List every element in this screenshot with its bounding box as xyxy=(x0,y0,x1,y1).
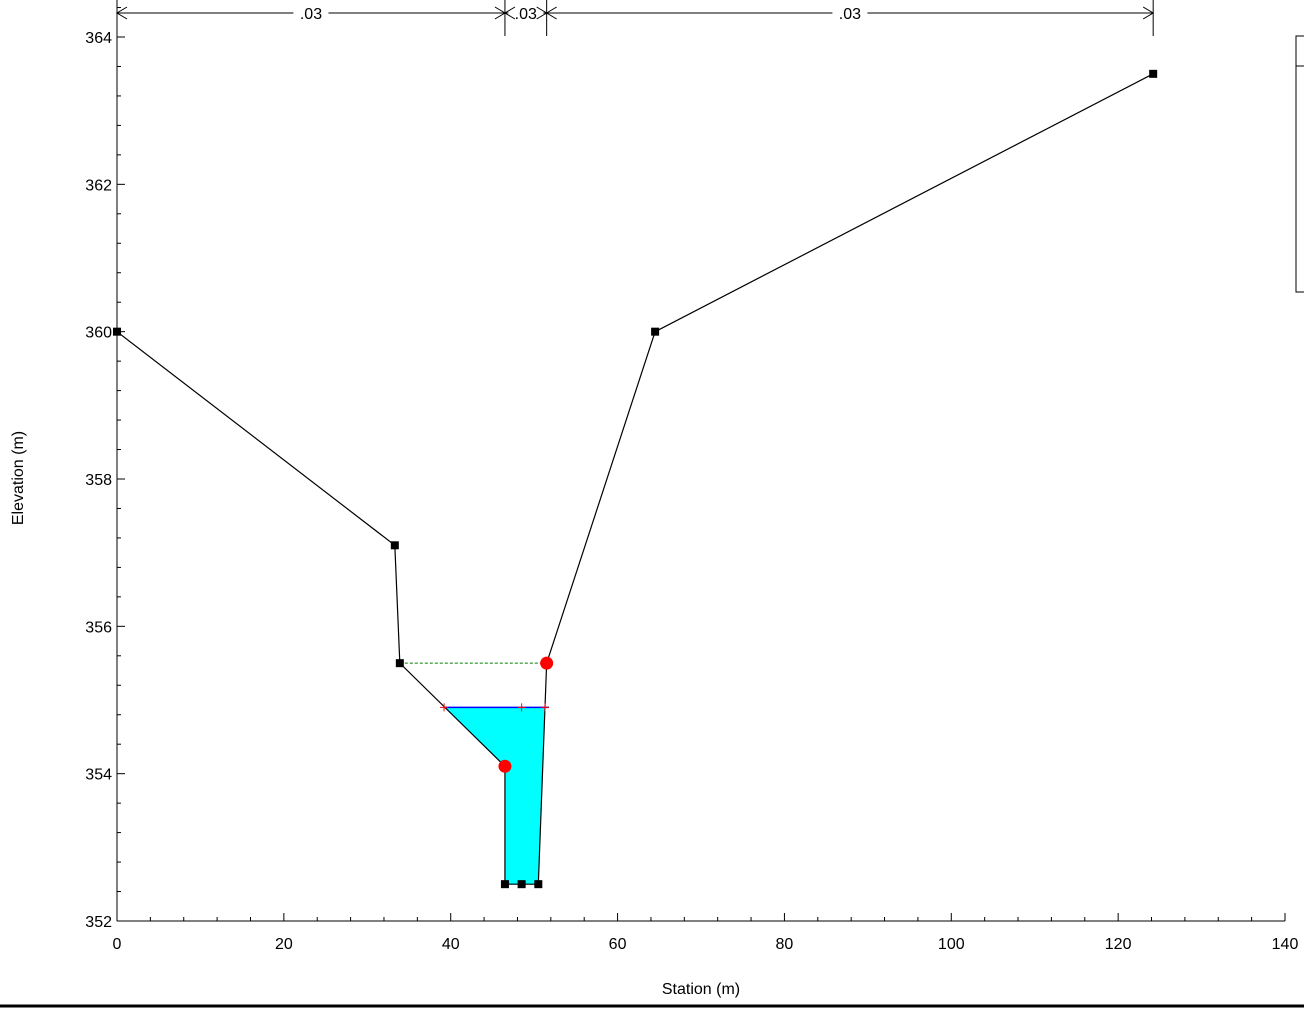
y-tick-label: 364 xyxy=(85,30,112,47)
bank-station-point xyxy=(498,759,512,773)
y-tick-label: 362 xyxy=(85,177,112,194)
ground-line xyxy=(116,73,1154,885)
y-tick-label: 354 xyxy=(85,767,112,784)
axes: 0 20 40 60 80 100 120 140 352 354 356 358 360 362 364 xyxy=(85,5,1298,953)
mannings-n-bar: .03 .03 .03 xyxy=(116,0,1155,36)
y-tick-label: 360 xyxy=(85,325,112,342)
y-tick-label: 356 xyxy=(85,619,112,636)
water-surface xyxy=(440,703,549,712)
ground-point xyxy=(651,327,660,336)
legend xyxy=(1295,35,1304,293)
ground-point xyxy=(534,880,543,889)
x-tick-label: 0 xyxy=(113,936,122,953)
x-tick-label: 60 xyxy=(609,936,627,953)
bank-station-point xyxy=(540,656,554,670)
ground-point xyxy=(395,659,404,668)
x-tick-label: 40 xyxy=(442,936,460,953)
x-tick-label: 100 xyxy=(938,936,965,953)
water-area xyxy=(444,707,545,885)
y-axis-title: Elevation (m) xyxy=(10,431,27,525)
n-value-label: .03 xyxy=(839,6,861,23)
ground-point xyxy=(113,327,121,336)
x-tick-label: 80 xyxy=(776,936,794,953)
legend-box xyxy=(1295,35,1304,293)
ground-point xyxy=(517,880,526,889)
n-arrow-left xyxy=(503,6,516,20)
n-arrow-left xyxy=(545,6,557,20)
bank-stations xyxy=(498,656,554,773)
ground-point xyxy=(390,541,399,550)
x-tick-label: 140 xyxy=(1272,936,1299,953)
x-axis-title: Station (m) xyxy=(662,981,740,998)
n-value-label: .03 xyxy=(515,6,537,23)
x-tick-label: 120 xyxy=(1105,936,1132,953)
n-arrow-right xyxy=(1142,6,1155,20)
water-fill xyxy=(444,707,545,885)
y-tick-label: 352 xyxy=(85,914,112,931)
x-tick-label: 20 xyxy=(275,936,293,953)
ground-point xyxy=(1149,69,1158,78)
n-value-label: .03 xyxy=(300,6,322,23)
y-tick-label: 358 xyxy=(85,472,112,489)
n-arrow-left xyxy=(116,6,128,20)
ground-point xyxy=(500,880,509,889)
